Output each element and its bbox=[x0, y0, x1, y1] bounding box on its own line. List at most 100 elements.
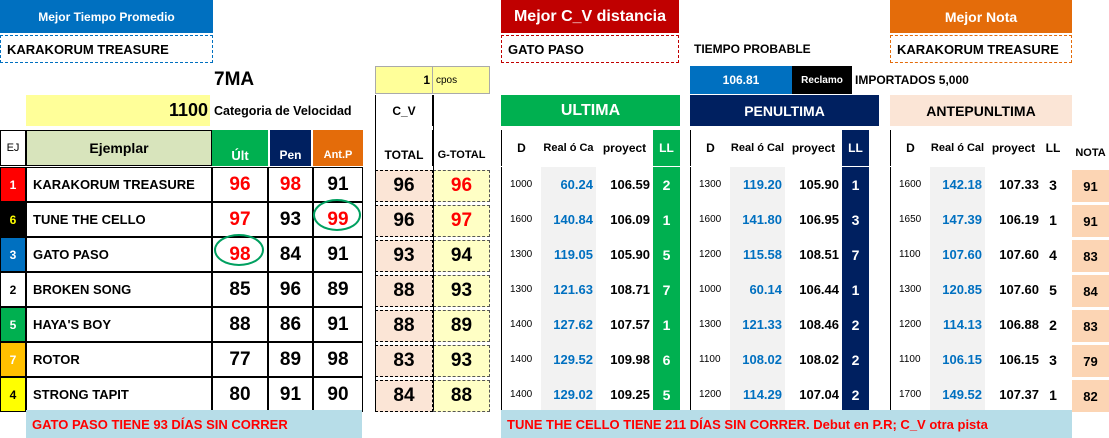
proyect-time-a: 107.33 bbox=[999, 177, 1039, 192]
ll-position-u: 2 bbox=[653, 167, 680, 202]
pen-speed: 86 bbox=[268, 307, 313, 342]
proyect-time-u: 105.90 bbox=[610, 247, 650, 262]
ult-speed: 96 bbox=[212, 167, 268, 202]
race-distance-a: 1600 bbox=[890, 167, 930, 202]
proyect-time-p: 107.04 bbox=[799, 387, 839, 402]
cpos-value: 1 bbox=[375, 66, 433, 94]
real-time-p: 141.80 bbox=[730, 202, 785, 237]
race-distance-a: 1100 bbox=[890, 237, 930, 272]
row-divider bbox=[0, 306, 363, 307]
importados-label: IMPORTADOS 5,000 bbox=[855, 73, 969, 87]
ej-number: 3 bbox=[0, 237, 26, 272]
antp-speed: 91 bbox=[313, 307, 363, 342]
col-nota: NOTA bbox=[1075, 147, 1106, 159]
ultima-header: ULTIMA bbox=[501, 95, 680, 126]
antp-speed: 89 bbox=[313, 272, 363, 307]
pen-speed: 93 bbox=[268, 202, 313, 237]
horse-name: KARAKORUM TREASURE bbox=[26, 167, 212, 202]
subheader-d: D bbox=[890, 130, 930, 166]
subheader-ll: LL bbox=[1042, 130, 1064, 166]
cv-total: 84 bbox=[375, 380, 433, 412]
antp-speed: 90 bbox=[313, 377, 363, 412]
nota-value: 91 bbox=[1072, 170, 1109, 202]
ll-position-p: 2 bbox=[842, 342, 869, 377]
proyect-time-a: 106.19 bbox=[999, 212, 1039, 227]
proyect-time-u: 109.25 bbox=[610, 387, 650, 402]
row-divider bbox=[0, 236, 363, 237]
race-distance-p: 1200 bbox=[690, 377, 730, 412]
col-gtotal: G-TOTAL bbox=[437, 149, 486, 161]
ll-position-a: 3 bbox=[1042, 342, 1064, 377]
race-name: 7MA bbox=[214, 69, 255, 90]
horse-name: ROTOR bbox=[26, 342, 212, 377]
antp-speed: 91 bbox=[313, 237, 363, 272]
race-distance-p: 1000 bbox=[690, 272, 730, 307]
cv-header: C_V bbox=[375, 95, 433, 126]
gtotal: 94 bbox=[433, 240, 490, 272]
horse-name: HAYA'S BOY bbox=[26, 307, 212, 342]
gtotal: 93 bbox=[433, 275, 490, 307]
col-pen: Pen bbox=[270, 130, 311, 166]
proyect-time-p: 108.46 bbox=[799, 317, 839, 332]
horse-name: TUNE THE CELLO bbox=[26, 202, 212, 237]
col-ult: Últ bbox=[212, 130, 268, 166]
race-distance-p: 1100 bbox=[690, 342, 730, 377]
cv-total: 96 bbox=[375, 205, 433, 237]
cv-total: 88 bbox=[375, 310, 433, 342]
nota-value: 91 bbox=[1072, 205, 1109, 237]
ll-position-p: 2 bbox=[842, 307, 869, 342]
subheader-real: Real ó Ca bbox=[543, 142, 594, 154]
real-time-u: 60.24 bbox=[541, 167, 596, 202]
real-time-a: 149.52 bbox=[930, 377, 985, 412]
subheader-proyect: proyect bbox=[602, 141, 647, 155]
ll-position-u: 1 bbox=[653, 307, 680, 342]
highlight-circle-ult bbox=[214, 234, 264, 266]
real-time-a: 114.13 bbox=[930, 307, 985, 342]
race-distance-u: 1400 bbox=[501, 342, 541, 377]
ll-position-u: 5 bbox=[653, 377, 680, 412]
pen-speed: 96 bbox=[268, 272, 313, 307]
probable-time-label: TIEMPO PROBABLE bbox=[694, 42, 811, 56]
real-time-u: 129.02 bbox=[541, 377, 596, 412]
real-time-p: 114.29 bbox=[730, 377, 785, 412]
race-distance-a: 1100 bbox=[890, 342, 930, 377]
subheader-d: D bbox=[501, 130, 541, 166]
ll-position-p: 2 bbox=[842, 377, 869, 412]
race-distance-u: 1600 bbox=[501, 202, 541, 237]
real-time-p: 115.58 bbox=[730, 237, 785, 272]
ll-position-a: 5 bbox=[1042, 272, 1064, 307]
col-ej: EJ bbox=[0, 130, 26, 166]
real-time-u: 119.05 bbox=[541, 237, 596, 272]
real-time-p: 60.14 bbox=[730, 272, 785, 307]
real-time-u: 121.63 bbox=[541, 272, 596, 307]
race-distance: 1100 bbox=[26, 95, 210, 126]
proyect-time-u: 106.09 bbox=[610, 212, 650, 227]
gtotal: 97 bbox=[433, 205, 490, 237]
ej-number: 6 bbox=[0, 202, 26, 237]
subheader-ll: LL bbox=[842, 130, 869, 166]
ej-number: 5 bbox=[0, 307, 26, 342]
best-note-horse: KARAKORUM TREASURE bbox=[890, 35, 1072, 63]
nota-value: 84 bbox=[1072, 275, 1109, 307]
subheader-real: Real ó Cal bbox=[930, 142, 985, 154]
ll-position-p: 1 bbox=[842, 167, 869, 202]
footer-right-note: TUNE THE CELLO TIENE 211 DÍAS SIN CORRER… bbox=[501, 410, 1072, 438]
category-label: Categoria de Velocidad bbox=[214, 103, 352, 118]
cv-total: 93 bbox=[375, 240, 433, 272]
proyect-time-u: 107.57 bbox=[610, 317, 650, 332]
ll-position-p: 3 bbox=[842, 202, 869, 237]
ult-speed: 77 bbox=[212, 342, 268, 377]
gtotal: 96 bbox=[433, 170, 490, 202]
ej-number: 2 bbox=[0, 272, 26, 307]
cv-total: 88 bbox=[375, 275, 433, 307]
ej-number: 7 bbox=[0, 342, 26, 377]
race-distance-p: 1300 bbox=[690, 307, 730, 342]
cv-left-border bbox=[375, 95, 376, 410]
highlight-circle-antp bbox=[313, 199, 361, 231]
ej-number: 1 bbox=[0, 167, 26, 202]
ll-position-u: 7 bbox=[653, 272, 680, 307]
real-time-a: 107.60 bbox=[930, 237, 985, 272]
race-distance-p: 1200 bbox=[690, 237, 730, 272]
ult-speed: 80 bbox=[212, 377, 268, 412]
race-distance-u: 1300 bbox=[501, 237, 541, 272]
